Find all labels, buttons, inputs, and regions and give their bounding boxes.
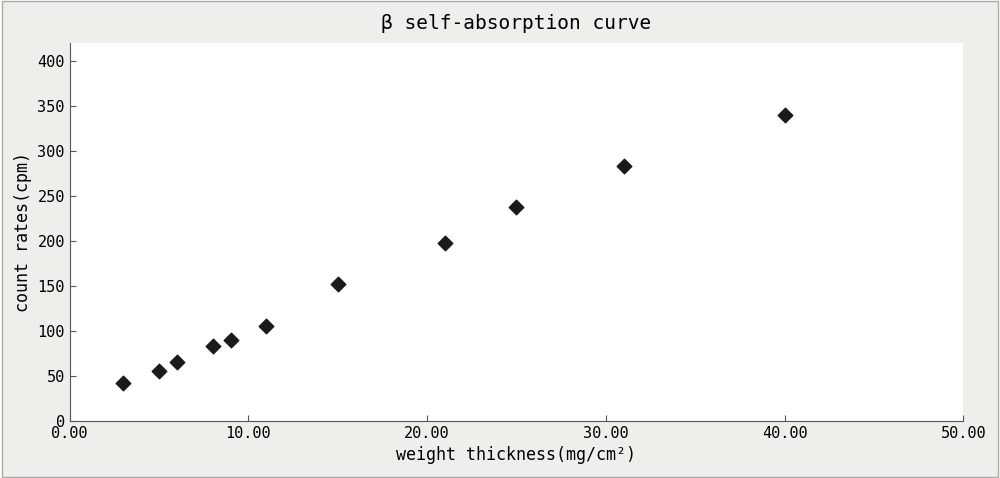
Point — [616, 162, 632, 170]
Point — [205, 342, 221, 350]
Point — [115, 379, 131, 387]
Point — [777, 111, 793, 119]
X-axis label: weight thickness(mg/cm²): weight thickness(mg/cm²) — [396, 446, 636, 464]
Point — [437, 239, 453, 247]
Point — [169, 358, 185, 366]
Point — [151, 368, 167, 375]
Title: β self-absorption curve: β self-absorption curve — [381, 14, 652, 33]
Y-axis label: count rates(cpm): count rates(cpm) — [14, 152, 32, 312]
Point — [258, 322, 274, 330]
Point — [330, 280, 346, 288]
Point — [223, 336, 239, 344]
Point — [508, 204, 524, 211]
